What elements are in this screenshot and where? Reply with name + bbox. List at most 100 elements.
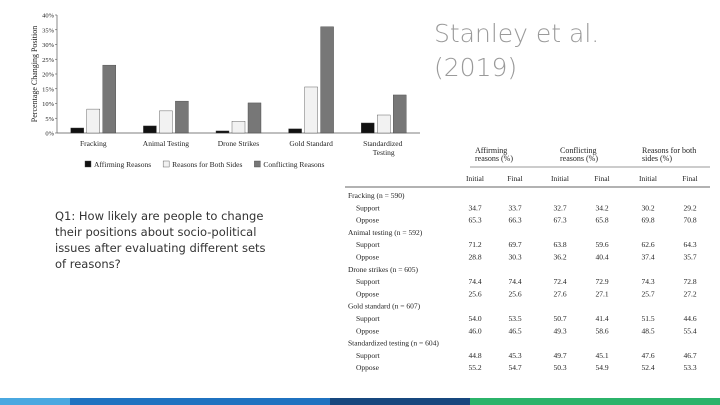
cell: 32.7 (553, 203, 566, 212)
cell: 37.4 (641, 253, 654, 262)
cell: 44.6 (683, 314, 696, 323)
row-label: Support (356, 314, 381, 323)
cell: 35.7 (683, 253, 696, 262)
group-label: Animal testing (n = 592) (348, 228, 423, 237)
cell: 54.0 (468, 314, 481, 323)
y-axis-label: Percentage Changing Position (30, 26, 39, 122)
cell: 47.6 (641, 351, 654, 360)
x-tick-label: Animal Testing (143, 139, 189, 148)
y-tick-label: 0% (45, 131, 54, 138)
row-label: Oppose (356, 289, 380, 298)
cell: 52.4 (641, 363, 654, 372)
y-tick-label: 20% (42, 72, 55, 79)
cell: 34.2 (595, 203, 608, 212)
cell: 46.7 (683, 351, 696, 360)
cell: 33.7 (508, 203, 521, 212)
cell: 59.6 (595, 240, 608, 249)
cell: 69.7 (508, 240, 521, 249)
stripe (330, 398, 470, 405)
cell: 30.2 (641, 203, 654, 212)
row-label: Support (356, 240, 381, 249)
cell: 54.7 (508, 363, 521, 372)
column-header: Affirming reasons (%) (475, 146, 513, 163)
cell: 28.8 (468, 253, 481, 262)
group-label: Standardized testing (n = 604) (348, 339, 439, 348)
cell: 44.8 (468, 351, 481, 360)
cell: 69.8 (641, 216, 654, 225)
cell: 46.5 (508, 326, 521, 335)
cell: 66.3 (508, 216, 521, 225)
bar (361, 122, 375, 134)
y-tick-label: 30% (42, 42, 55, 49)
cell: 55.2 (468, 363, 481, 372)
bar (304, 86, 318, 134)
cell: 29.2 (683, 203, 696, 212)
cell: 74.3 (641, 277, 654, 286)
y-tick-label: 35% (42, 27, 55, 34)
legend-label: Affirming Reasons (94, 160, 151, 169)
cell: 50.7 (553, 314, 566, 323)
x-tick-label: Gold Standard (289, 139, 333, 148)
legend-label: Conflicting Reasons (263, 160, 324, 169)
cell: 55.4 (683, 326, 696, 335)
cell: 48.5 (641, 326, 654, 335)
cell: 25.6 (468, 289, 481, 298)
cell: 67.3 (553, 216, 566, 225)
bar (247, 102, 262, 134)
subheader: Final (507, 174, 522, 183)
subheader: Final (594, 174, 609, 183)
subheader: Initial (551, 174, 569, 183)
cell: 70.8 (683, 216, 696, 225)
cell: 41.4 (595, 314, 608, 323)
cell: 62.6 (641, 240, 654, 249)
cell: 53.3 (683, 363, 696, 372)
cell: 34.7 (468, 203, 481, 212)
subheader: Final (682, 174, 697, 183)
cell: 74.4 (468, 277, 481, 286)
legend-swatch (84, 160, 92, 168)
stripe (0, 398, 70, 405)
row-label: Oppose (356, 363, 380, 372)
cell: 53.5 (508, 314, 521, 323)
cell: 27.6 (553, 289, 566, 298)
cell: 54.9 (595, 363, 608, 372)
cell: 27.2 (683, 289, 696, 298)
row-label: Oppose (356, 326, 380, 335)
cell: 65.3 (468, 216, 481, 225)
bar (86, 108, 101, 134)
legend-label: Reasons for Both Sides (172, 160, 242, 169)
group-label: Fracking (n = 590) (348, 191, 405, 200)
cell: 45.3 (508, 351, 521, 360)
row-label: Oppose (356, 216, 380, 225)
cell: 72.9 (595, 277, 608, 286)
cell: 74.4 (508, 277, 521, 286)
cell: 49.3 (553, 326, 566, 335)
cell: 36.2 (553, 253, 566, 262)
x-tick-label: Fracking (80, 139, 107, 148)
column-header: Reasons for both sides (%) (642, 146, 698, 163)
group-label: Gold standard (n = 607) (348, 302, 421, 311)
group-label: Drone strikes (n = 605) (348, 265, 419, 274)
row-label: Support (356, 351, 381, 360)
cell: 46.0 (468, 326, 481, 335)
bar (393, 94, 407, 134)
y-tick-label: 10% (42, 101, 55, 108)
cell: 72.8 (683, 277, 696, 286)
cell: 50.3 (553, 363, 566, 372)
y-tick-label: 15% (42, 86, 55, 93)
cell: 58.6 (595, 326, 608, 335)
bar (288, 128, 302, 134)
row-label: Oppose (356, 253, 380, 262)
bar (70, 127, 85, 134)
y-tick-label: 25% (42, 57, 55, 64)
cell: 51.5 (641, 314, 654, 323)
cell: 27.1 (595, 289, 608, 298)
cell: 25.7 (641, 289, 654, 298)
subheader: Initial (466, 174, 484, 183)
stripe (470, 398, 720, 405)
cell: 25.6 (508, 289, 521, 298)
bar (102, 64, 117, 134)
cell: 49.7 (553, 351, 566, 360)
question: Q1: How likely are people to change thei… (55, 209, 269, 271)
